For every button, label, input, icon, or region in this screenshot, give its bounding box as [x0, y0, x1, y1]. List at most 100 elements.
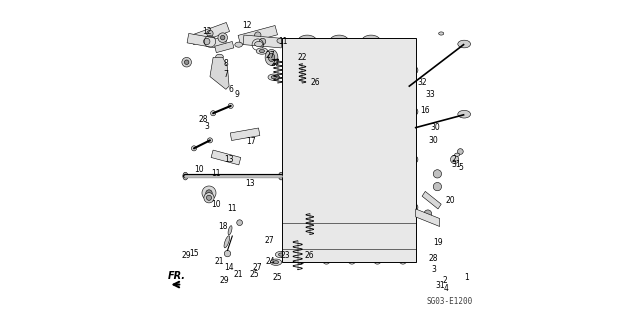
Polygon shape [215, 41, 234, 53]
Polygon shape [187, 33, 227, 49]
Circle shape [224, 250, 230, 257]
Text: 12: 12 [242, 21, 252, 30]
Text: 21: 21 [234, 270, 243, 279]
Ellipse shape [300, 172, 309, 179]
Text: 20: 20 [446, 197, 456, 205]
Circle shape [207, 195, 212, 200]
Ellipse shape [458, 40, 470, 48]
Circle shape [207, 138, 212, 143]
Circle shape [182, 57, 191, 67]
Text: 27: 27 [266, 51, 275, 60]
Ellipse shape [183, 172, 188, 180]
Text: 30: 30 [428, 136, 438, 145]
Polygon shape [422, 191, 441, 209]
Text: 10: 10 [211, 200, 221, 209]
Text: 23: 23 [280, 251, 290, 260]
Ellipse shape [295, 246, 307, 264]
Ellipse shape [330, 35, 349, 48]
Ellipse shape [298, 35, 317, 48]
Ellipse shape [321, 246, 332, 264]
Ellipse shape [346, 246, 358, 264]
Text: 31: 31 [436, 281, 445, 290]
Ellipse shape [296, 106, 312, 117]
Circle shape [424, 210, 431, 218]
Ellipse shape [360, 106, 376, 117]
Circle shape [410, 204, 418, 211]
Text: 3: 3 [432, 265, 436, 274]
Ellipse shape [372, 246, 383, 264]
Text: 6: 6 [228, 85, 233, 94]
Text: 14: 14 [224, 263, 234, 272]
Polygon shape [210, 57, 229, 89]
Circle shape [451, 155, 459, 164]
Circle shape [259, 38, 266, 45]
Ellipse shape [224, 236, 230, 248]
Ellipse shape [363, 172, 372, 179]
Circle shape [410, 66, 418, 74]
Ellipse shape [300, 108, 309, 115]
Polygon shape [282, 38, 416, 262]
Polygon shape [238, 26, 278, 45]
Text: 32: 32 [417, 78, 427, 87]
Ellipse shape [296, 170, 312, 181]
Circle shape [206, 190, 212, 196]
Text: 3: 3 [204, 122, 209, 130]
Text: 9: 9 [235, 90, 239, 99]
Text: 8: 8 [223, 59, 228, 68]
Circle shape [410, 156, 418, 163]
Ellipse shape [278, 253, 284, 256]
Ellipse shape [277, 38, 285, 43]
Text: 5: 5 [458, 163, 463, 172]
Polygon shape [243, 35, 282, 48]
Ellipse shape [228, 226, 232, 235]
Text: 4: 4 [444, 284, 449, 293]
Ellipse shape [362, 35, 381, 48]
Ellipse shape [331, 108, 340, 115]
Circle shape [184, 60, 189, 64]
Text: 24: 24 [266, 257, 275, 266]
Text: 28: 28 [199, 115, 208, 124]
Text: 10: 10 [194, 165, 204, 174]
Text: 21: 21 [215, 257, 224, 266]
Ellipse shape [397, 246, 409, 264]
Ellipse shape [328, 106, 344, 117]
Text: 2: 2 [442, 276, 447, 285]
Text: 28: 28 [429, 254, 438, 263]
Ellipse shape [275, 251, 287, 258]
Ellipse shape [454, 153, 460, 156]
Text: 1: 1 [465, 273, 469, 282]
Circle shape [220, 35, 225, 40]
Text: 25: 25 [250, 270, 259, 279]
Text: 27: 27 [271, 59, 280, 68]
Circle shape [255, 32, 261, 38]
Polygon shape [190, 22, 230, 45]
Ellipse shape [268, 74, 280, 80]
Text: 22: 22 [298, 53, 307, 62]
Text: 13: 13 [245, 179, 255, 188]
Text: 11: 11 [228, 204, 237, 213]
Ellipse shape [278, 172, 284, 180]
Text: 30: 30 [430, 123, 440, 132]
Text: 31: 31 [452, 160, 461, 169]
Text: 2: 2 [452, 155, 456, 164]
Text: 7: 7 [223, 70, 228, 79]
Circle shape [211, 111, 216, 116]
Circle shape [218, 33, 227, 42]
Ellipse shape [273, 261, 278, 264]
Ellipse shape [256, 48, 268, 54]
Text: 13: 13 [224, 155, 234, 164]
Text: 26: 26 [310, 78, 320, 87]
Text: SG03-E1200: SG03-E1200 [427, 297, 473, 306]
Text: 11: 11 [278, 37, 288, 46]
Circle shape [202, 186, 216, 200]
Text: 19: 19 [433, 238, 443, 247]
Text: 11: 11 [212, 169, 221, 178]
Text: 27: 27 [264, 236, 274, 245]
Ellipse shape [331, 172, 340, 179]
Circle shape [191, 146, 196, 151]
Ellipse shape [255, 41, 263, 47]
Text: 25: 25 [272, 273, 282, 282]
Ellipse shape [268, 53, 275, 62]
Ellipse shape [363, 108, 372, 115]
Ellipse shape [216, 54, 223, 59]
